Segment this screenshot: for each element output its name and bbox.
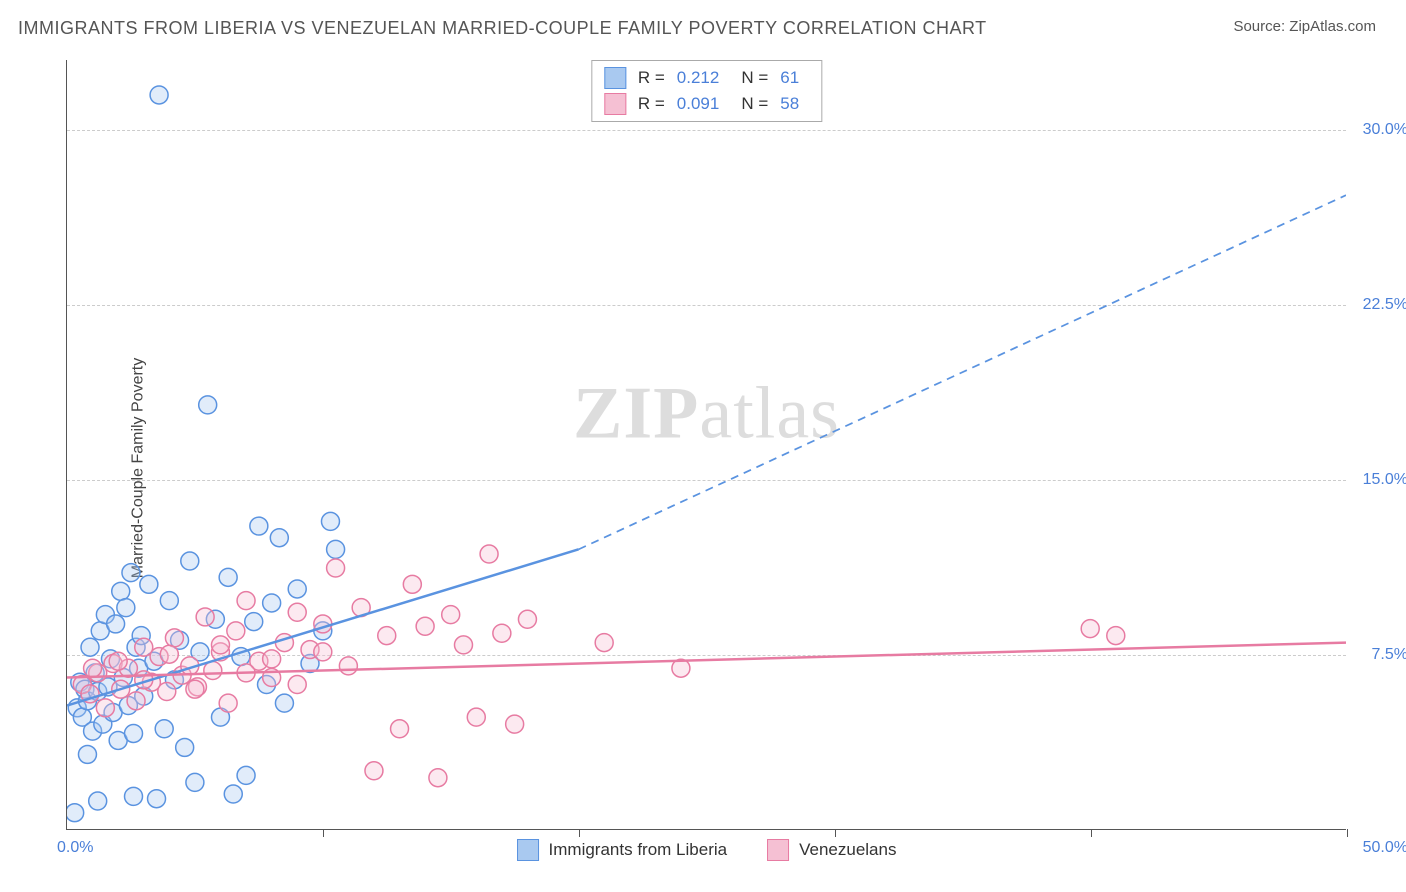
y-tick-label: 7.5% (1372, 646, 1406, 664)
y-tick-label: 15.0% (1363, 471, 1406, 489)
legend-correlation: R = 0.212 N = 61 R = 0.091 N = 58 (591, 60, 822, 122)
source-label: Source: ZipAtlas.com (1233, 18, 1376, 35)
chart-container: Married-Couple Family Poverty ZIPatlas 7… (18, 48, 1388, 888)
series-label-venezuelan: Venezuelans (799, 840, 896, 860)
plot-area: ZIPatlas 7.5%15.0%22.5%30.0% 0.0% 50.0% … (66, 60, 1346, 830)
legend-series: Immigrants from Liberia Venezuelans (517, 839, 897, 861)
r-prefix: R = (638, 94, 665, 114)
swatch-venezuelan (767, 839, 789, 861)
r-value-venezuelan: 0.091 (677, 94, 720, 114)
legend-item-venezuelan: Venezuelans (767, 839, 896, 861)
r-value-liberia: 0.212 (677, 68, 720, 88)
chart-title: IMMIGRANTS FROM LIBERIA VS VENEZUELAN MA… (18, 18, 987, 39)
legend-row-liberia: R = 0.212 N = 61 (604, 65, 809, 91)
r-prefix: R = (638, 68, 665, 88)
scatter-svg (67, 60, 1346, 829)
swatch-venezuelan (604, 93, 626, 115)
series-label-liberia: Immigrants from Liberia (549, 840, 728, 860)
x-max-label: 50.0% (1363, 839, 1406, 857)
legend-row-venezuelan: R = 0.091 N = 58 (604, 91, 809, 117)
n-prefix: N = (741, 94, 768, 114)
legend-item-liberia: Immigrants from Liberia (517, 839, 728, 861)
y-tick-label: 22.5% (1363, 296, 1406, 314)
n-prefix: N = (741, 68, 768, 88)
n-value-venezuelan: 58 (780, 94, 799, 114)
swatch-liberia (604, 67, 626, 89)
x-min-label: 0.0% (57, 839, 93, 857)
y-tick-label: 30.0% (1363, 121, 1406, 139)
n-value-liberia: 61 (780, 68, 799, 88)
swatch-liberia (517, 839, 539, 861)
